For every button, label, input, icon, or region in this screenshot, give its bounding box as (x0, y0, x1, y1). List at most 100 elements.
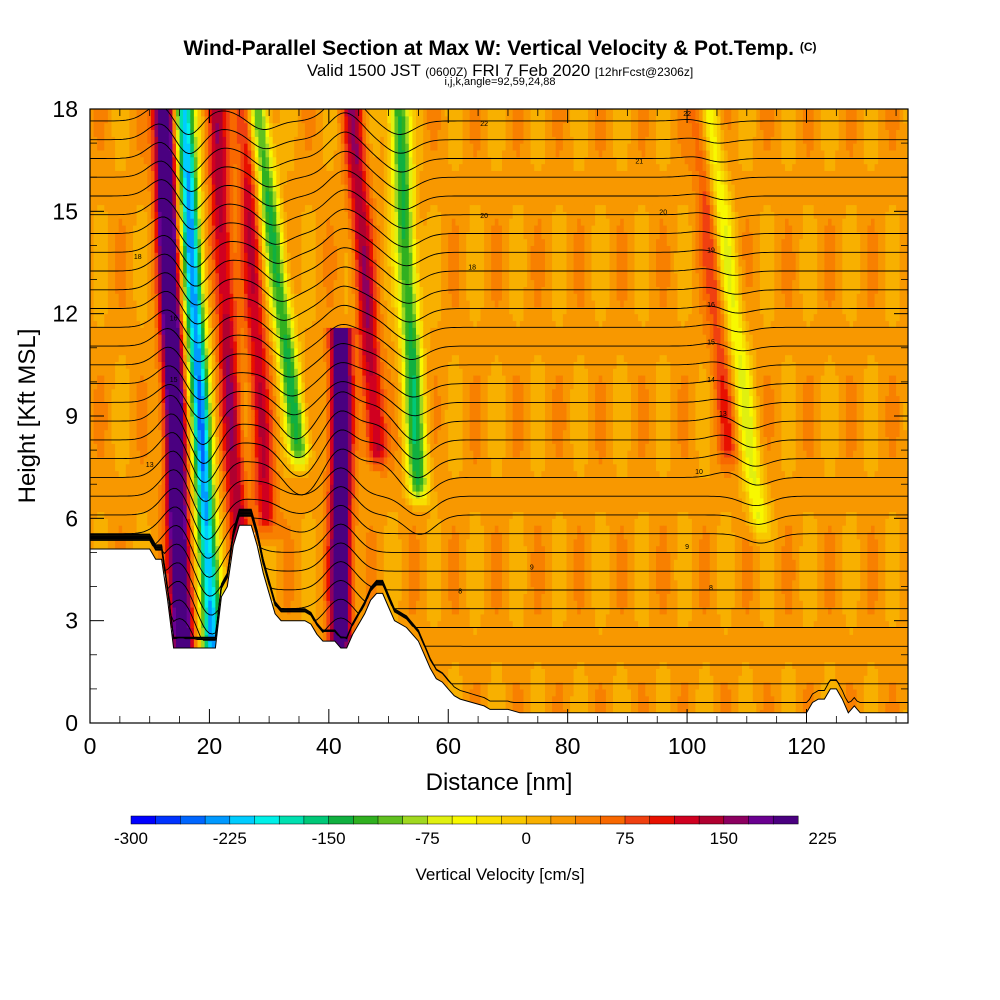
colorbar-swatch (402, 815, 428, 825)
chart-subtitle: Valid 1500 JST (0600Z) FRI 7 Feb 2020 [1… (0, 61, 1000, 81)
y-tick-label: 18 (52, 96, 78, 122)
x-tick-label: 100 (668, 733, 706, 759)
colorbar-tick-label: 75 (616, 829, 635, 848)
isentrope-label: 19 (707, 247, 715, 254)
isentrope-line (90, 343, 908, 382)
isentrope-line (90, 467, 908, 521)
isentrope-line (90, 170, 908, 211)
isentrope-line (90, 504, 908, 559)
x-axis-label: Distance [nm] (426, 769, 573, 796)
chart-title-line: Wind-Parallel Section at Max W: Vertical… (0, 37, 1000, 61)
y-axis-label: Height [Kft MSL] (14, 329, 41, 504)
isentrope-line (90, 429, 908, 483)
colorbar-tick-label: -300 (114, 829, 148, 848)
isentrope-line (90, 448, 908, 502)
isentrope-label: 9 (530, 565, 534, 572)
isentropes (90, 109, 908, 704)
isentrope-line (90, 391, 908, 446)
isentrope-line (90, 189, 908, 230)
colorbar: -300 -225 -150 -75 0 75 150 225 (114, 815, 837, 848)
chart-title-mark: (C) (799, 40, 817, 54)
isentrope-label: 15 (170, 377, 178, 384)
isentrope-line (90, 514, 908, 597)
colorbar-swatch (772, 815, 799, 825)
y-tick-label: 0 (65, 710, 78, 736)
colorbar-swatch (353, 815, 379, 825)
isentrope-line (90, 112, 908, 154)
colorbar-swatch (575, 815, 601, 825)
colorbar-tick-label: 150 (710, 829, 738, 848)
y-tick-label: 3 (65, 608, 78, 634)
isentrope-label: 10 (695, 469, 703, 476)
colorbar-swatch (476, 815, 503, 825)
colorbar-swatch (624, 815, 651, 825)
isentrope-label: 20 (480, 213, 488, 220)
colorbar-tick-label: 225 (808, 829, 836, 848)
colorbar-swatch (377, 815, 404, 825)
colorbar-swatch (723, 815, 750, 825)
x-tick-label: 80 (555, 733, 581, 759)
isentrope-line (90, 513, 908, 616)
isentrope-label: 8 (458, 588, 462, 595)
colorbar-swatch (254, 815, 280, 825)
colorbar-tick-label: 0 (521, 829, 530, 848)
colorbar-swatch (303, 815, 330, 825)
subtitle-valid: Valid 1500 JST (306, 61, 421, 80)
isentrope-line (90, 323, 908, 363)
colorbar-swatch (649, 815, 675, 825)
x-tick-label: 20 (197, 733, 223, 759)
isentrope-label: 13 (719, 411, 727, 418)
colorbar-swatch (328, 815, 354, 825)
x-tick-label: 60 (435, 733, 461, 759)
isentrope-line (90, 381, 908, 419)
colorbar-swatch (427, 815, 453, 825)
isentrope-line (90, 362, 908, 401)
isentrope-label: 21 (635, 159, 643, 166)
isentrope-label: 20 (659, 210, 667, 217)
terrain (90, 524, 908, 723)
colorbar-swatch (204, 815, 231, 825)
isentrope-line (90, 131, 908, 173)
colorbar-swatch (155, 815, 181, 825)
colorbar-swatch (278, 815, 305, 825)
colorbar-swatch (698, 815, 725, 825)
chart-subtitle-indices: i,j,k,angle=92,59,24,88 (444, 76, 556, 88)
colorbar-swatch (451, 815, 478, 825)
isentrope-line (90, 486, 908, 540)
isentrope-line (90, 109, 908, 136)
colorbar-swatch (674, 815, 700, 825)
subtitle-forecast: [12hrFcst@2306z] (594, 65, 694, 79)
colorbar-swatch (180, 815, 206, 825)
y-tick-label: 9 (65, 403, 78, 429)
colorbar-tick-label: -225 (213, 829, 247, 848)
isentrope-label: 22 (480, 121, 488, 128)
colorbar-swatch (229, 815, 256, 825)
y-tick-label: 15 (52, 198, 78, 224)
y-tick-label: 12 (52, 301, 78, 327)
colorbar-swatch (130, 815, 157, 825)
colorbar-swatch (550, 815, 577, 825)
isentrope-label: 8 (709, 585, 713, 592)
isentrope-label: 16 (170, 316, 178, 323)
isentrope-label: 16 (707, 302, 715, 309)
isentrope-line (90, 410, 908, 464)
subtitle-date: FRI 7 Feb 2020 (472, 61, 591, 80)
axis-ticks: 0 20 40 60 80 100 120 0 3 6 9 12 15 18 (52, 96, 908, 759)
colorbar-swatch (748, 815, 774, 825)
isentrope-line (90, 228, 908, 268)
colorbar-swatch (501, 815, 527, 825)
colorbar-label: Vertical Velocity [cm/s] (415, 865, 584, 884)
isentrope-label: 14 (707, 377, 715, 384)
isentrope-labels: 222221202019181615141310998818161513 (134, 111, 727, 596)
colorbar-swatch (525, 815, 552, 825)
chart-title-text: Wind-Parallel Section at Max W: Vertical… (183, 37, 794, 60)
colorbar-tick-label: -75 (415, 829, 440, 848)
isentrope-label: 15 (707, 339, 715, 346)
velocity-field (90, 109, 908, 717)
colorbar-tick-label: -150 (312, 829, 346, 848)
isentrope-label: 18 (468, 264, 476, 271)
isentrope-line (90, 304, 908, 344)
isentrope-line (90, 285, 908, 325)
isentrope-line (90, 247, 908, 287)
